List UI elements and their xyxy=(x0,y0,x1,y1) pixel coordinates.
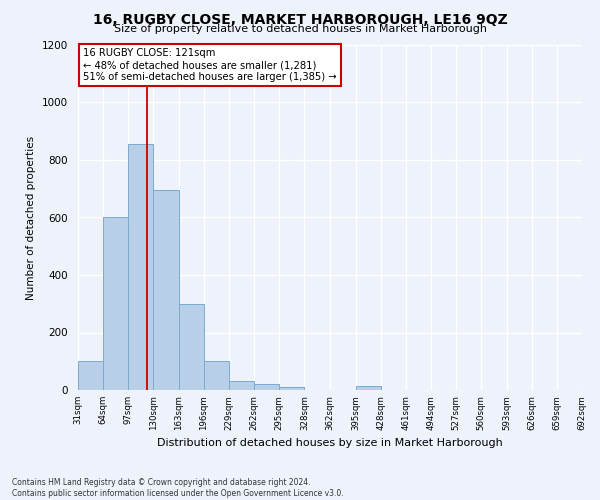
Bar xyxy=(254,384,279,390)
Text: Contains HM Land Registry data © Crown copyright and database right 2024.
Contai: Contains HM Land Registry data © Crown c… xyxy=(12,478,344,498)
Text: Size of property relative to detached houses in Market Harborough: Size of property relative to detached ho… xyxy=(113,24,487,34)
Bar xyxy=(179,304,204,390)
Text: 16 RUGBY CLOSE: 121sqm
← 48% of detached houses are smaller (1,281)
51% of semi-: 16 RUGBY CLOSE: 121sqm ← 48% of detached… xyxy=(83,48,337,82)
Bar xyxy=(128,144,154,390)
X-axis label: Distribution of detached houses by size in Market Harborough: Distribution of detached houses by size … xyxy=(157,438,503,448)
Bar xyxy=(356,386,381,390)
Bar xyxy=(229,382,254,390)
Bar xyxy=(103,218,128,390)
Text: 16, RUGBY CLOSE, MARKET HARBOROUGH, LE16 9QZ: 16, RUGBY CLOSE, MARKET HARBOROUGH, LE16… xyxy=(92,12,508,26)
Y-axis label: Number of detached properties: Number of detached properties xyxy=(26,136,37,300)
Bar xyxy=(204,361,229,390)
Bar xyxy=(78,361,103,390)
Bar xyxy=(154,190,179,390)
Bar xyxy=(279,387,304,390)
